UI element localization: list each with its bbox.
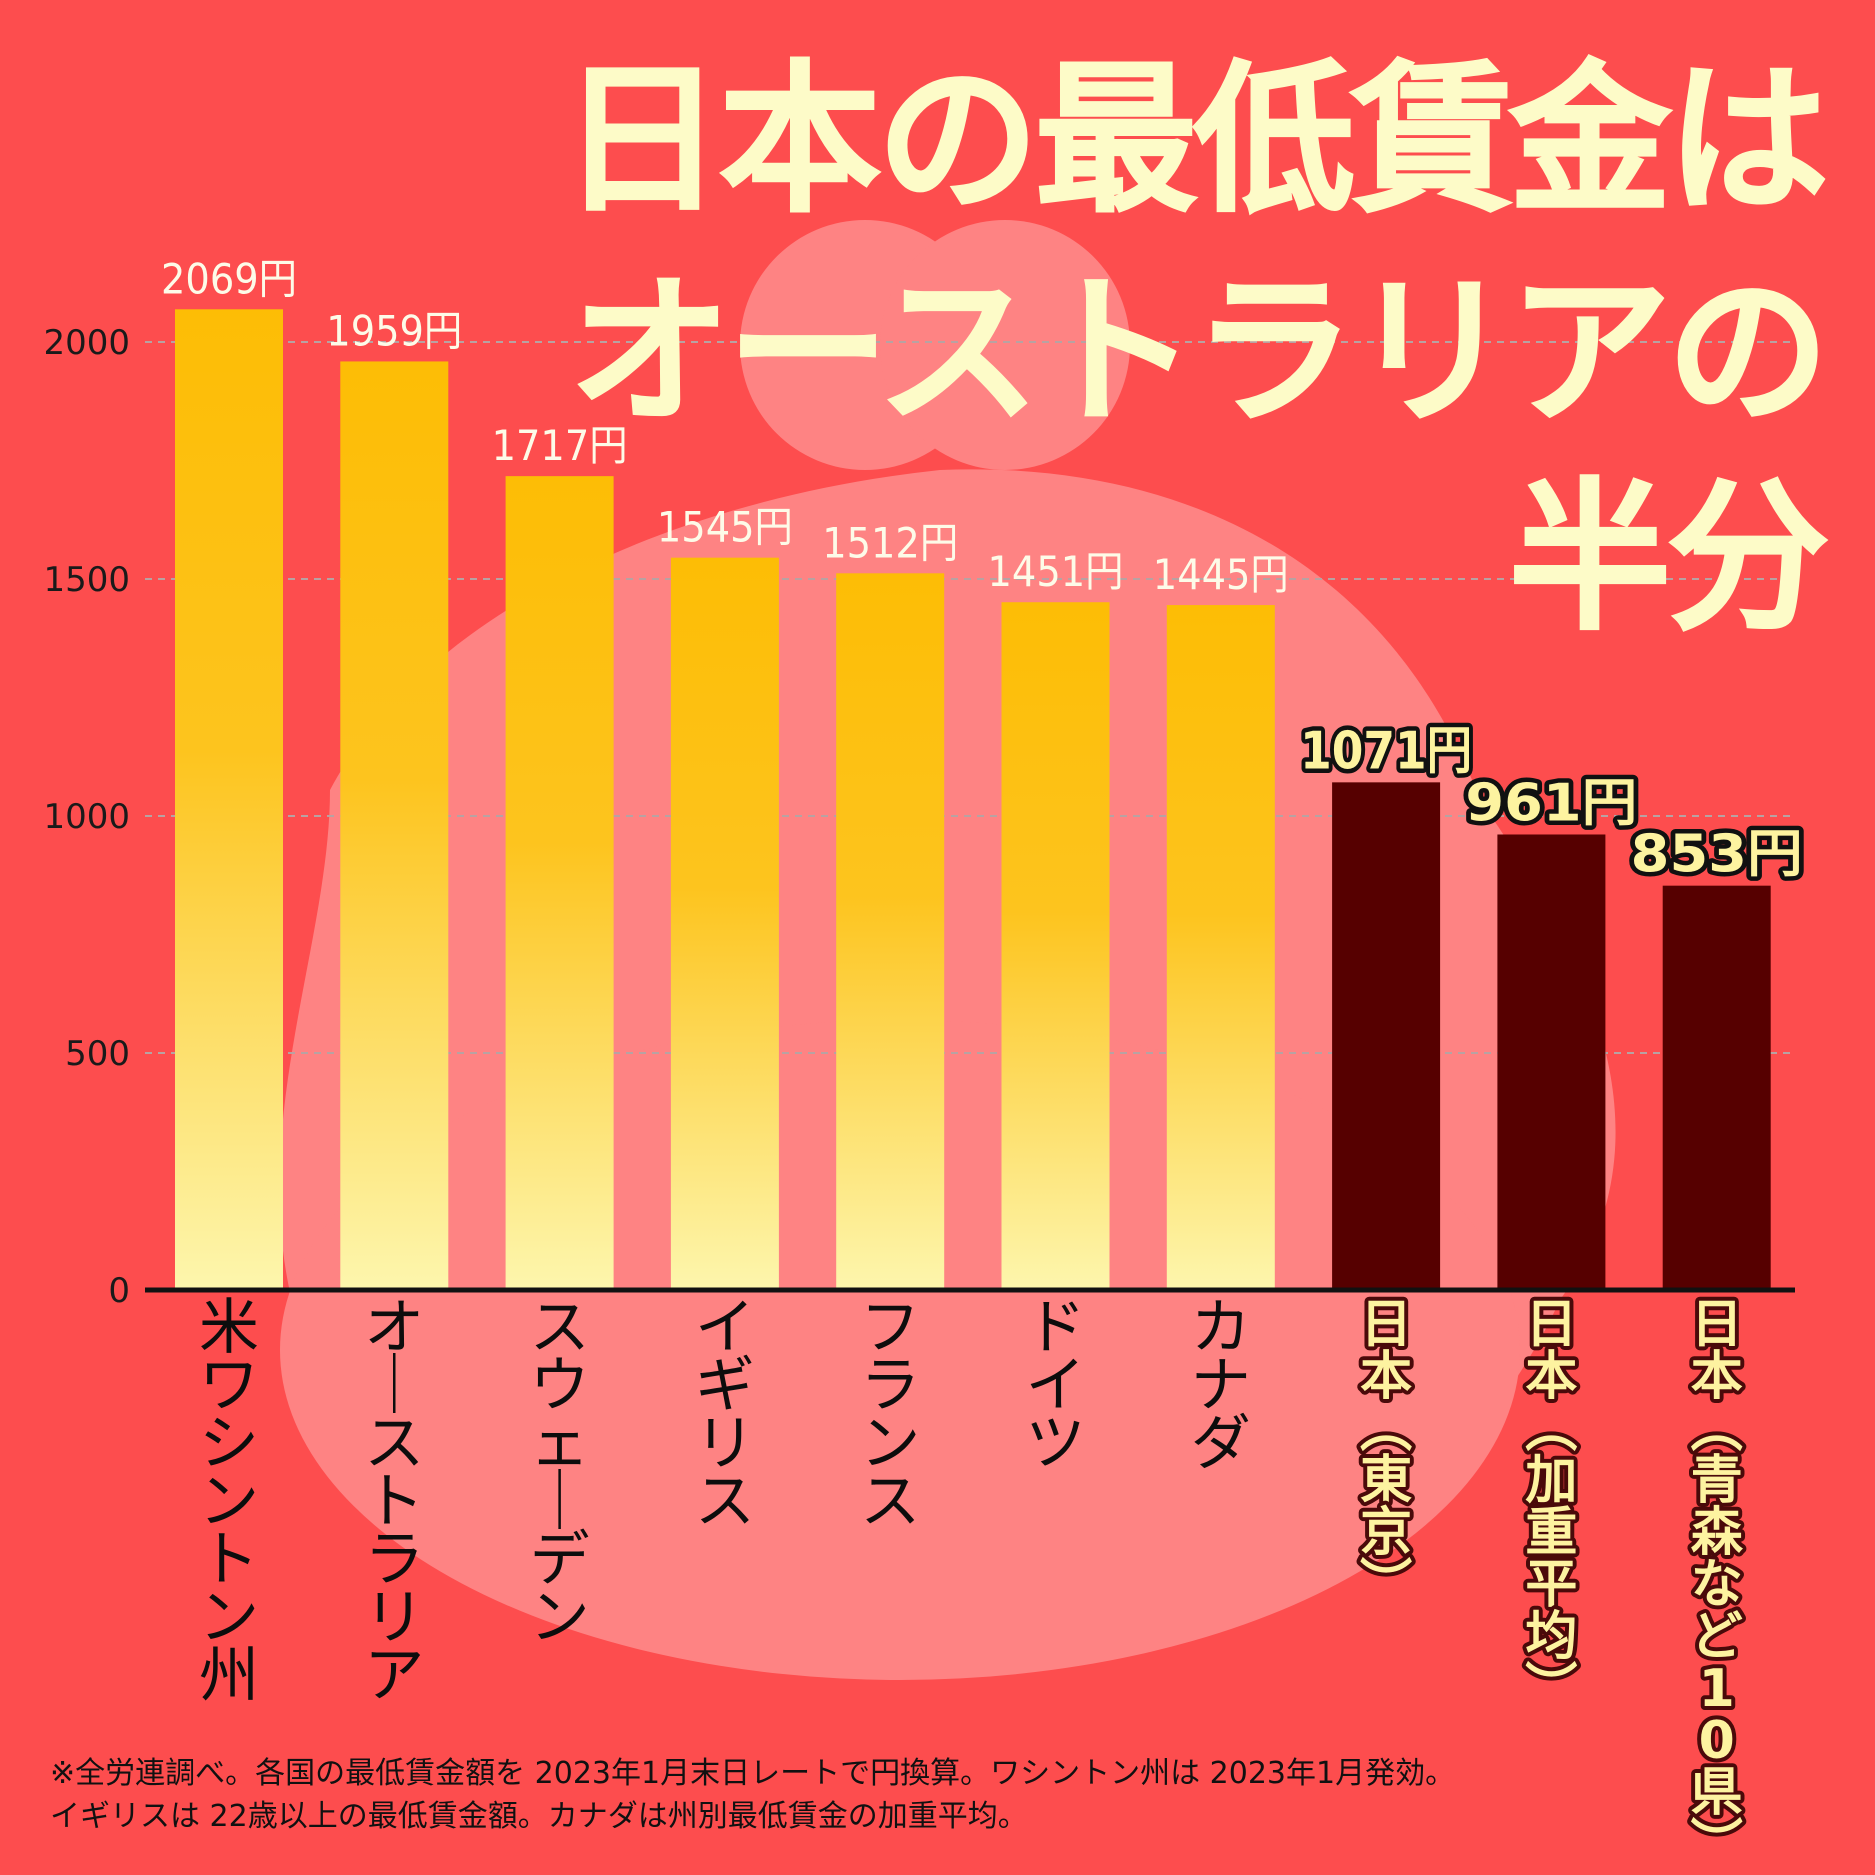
category-label-char: ︵ <box>1360 1399 1412 1459</box>
category-label-char: 加 <box>1525 1451 1577 1511</box>
category-label-char: オ <box>364 1293 424 1363</box>
category-label-char: ︶ <box>1360 1555 1412 1615</box>
category-label-char: リ <box>695 1409 755 1479</box>
category-label-char: ギ <box>695 1351 755 1421</box>
y-tick-label: 0 <box>108 1271 130 1311</box>
y-tick-label: 500 <box>65 1034 130 1074</box>
footnote-line-2: イギリスは 22歳以上の最低賃金額。カナダは州別最低賃金の加重平均。 <box>50 1799 1028 1834</box>
category-label-char: 米 <box>199 1293 259 1363</box>
category-label-char: ｜ <box>530 1467 590 1537</box>
category-label-char: フ <box>860 1293 920 1363</box>
category-label-char: ︵ <box>1691 1399 1743 1459</box>
category-label-char: 本 <box>1691 1347 1743 1407</box>
category-label-char: 本 <box>1525 1347 1577 1407</box>
category-label-char: ト <box>199 1525 259 1595</box>
category-label-char: ダ <box>1191 1409 1251 1479</box>
category-label-char: イ <box>1026 1351 1086 1421</box>
category-label-char: 重 <box>1525 1503 1577 1563</box>
bar <box>670 557 779 1290</box>
category-label-char: 1 <box>1699 1659 1735 1719</box>
category-label-char: ン <box>530 1583 590 1653</box>
bar <box>836 573 945 1290</box>
category-label-char: ｜ <box>364 1351 424 1421</box>
bar <box>1662 885 1771 1290</box>
category-label-char: リ <box>364 1583 424 1653</box>
category-label-char: 東 <box>1360 1451 1412 1511</box>
category-label-char: ナ <box>1191 1351 1251 1421</box>
category-label-char: 州 <box>199 1641 259 1711</box>
footnote-line-1: ※全労連調べ。各国の最低賃金額を 2023年1月末日レートで円換算。ワシントン州… <box>50 1756 1456 1791</box>
title-line-3: 半分 <box>1508 465 1830 653</box>
data-label: 1545円 <box>657 503 793 552</box>
y-tick-label: 2000 <box>43 323 130 363</box>
category-label-char: 均 <box>1525 1607 1577 1667</box>
data-label: 961円 <box>1465 773 1637 833</box>
data-label: 1071円 <box>1300 721 1472 781</box>
category-label-char: 日 <box>1525 1295 1577 1355</box>
bar <box>1166 605 1275 1290</box>
category-label-char: 日 <box>1691 1295 1743 1355</box>
category-label-char: 京 <box>1360 1503 1412 1563</box>
data-label: 853円 <box>1631 825 1803 885</box>
category-label-char: ウ <box>530 1351 590 1421</box>
category-label-char: な <box>1691 1555 1743 1615</box>
category-label-char: ン <box>199 1467 259 1537</box>
category-label-char: イ <box>695 1293 755 1363</box>
data-label: 1717円 <box>492 421 628 470</box>
category-label-char: 森 <box>1691 1503 1744 1563</box>
data-label: 1451円 <box>988 547 1124 596</box>
category-label-char: ︶ <box>1691 1815 1743 1875</box>
bar <box>1001 602 1110 1290</box>
title-line-2: オーストラリアの <box>568 259 1830 447</box>
y-tick-label: 1500 <box>43 560 130 600</box>
category-label-char: カ <box>1191 1293 1251 1363</box>
data-label: 1445円 <box>1153 550 1289 599</box>
category-label-char: 0 <box>1699 1711 1735 1771</box>
category-label-char: 県 <box>1691 1763 1743 1823</box>
category-label-char: ︶ <box>1525 1659 1577 1719</box>
category-label-char: 青 <box>1691 1451 1743 1511</box>
data-label: 1959円 <box>326 306 462 355</box>
data-label: 2069円 <box>161 254 297 303</box>
title-line-1: 日本の最低賃金は <box>560 47 1830 235</box>
category-label-char: ツ <box>1026 1409 1086 1479</box>
category-label-char: シ <box>199 1409 259 1479</box>
footnote: ※全労連調べ。各国の最低賃金額を 2023年1月末日レートで円換算。ワシントン州… <box>50 1752 1455 1838</box>
bar <box>1332 782 1441 1290</box>
y-tick-label: 1000 <box>43 797 130 837</box>
category-label-char: ン <box>199 1583 259 1653</box>
bar <box>505 476 614 1291</box>
category-label-char: ラ <box>860 1351 920 1421</box>
category-label-char: ス <box>364 1409 424 1479</box>
category-label-char: 日 <box>1360 1295 1412 1355</box>
bar <box>1497 834 1606 1290</box>
category-label-char: ェ <box>530 1409 590 1479</box>
category-label-char: ど <box>1691 1607 1743 1667</box>
category-label-char: 本 <box>1360 1347 1412 1407</box>
category-label-char: ド <box>1026 1293 1086 1363</box>
category-label-char: ス <box>530 1293 590 1363</box>
category-label-char: ス <box>695 1467 755 1537</box>
category-label-char: ワ <box>199 1351 259 1421</box>
category-label-char: 平 <box>1525 1555 1577 1615</box>
category-label-char: ト <box>364 1467 424 1537</box>
category-label-char: デ <box>530 1525 590 1595</box>
category-label-char: ︵ <box>1525 1399 1577 1459</box>
category-label-char: ス <box>860 1467 920 1537</box>
data-label: 1512円 <box>822 518 958 567</box>
bar <box>175 309 283 1290</box>
bar <box>340 361 449 1291</box>
category-label-char: ア <box>364 1641 424 1711</box>
category-label-char: ラ <box>364 1525 424 1595</box>
category-label-char: ン <box>860 1409 920 1479</box>
